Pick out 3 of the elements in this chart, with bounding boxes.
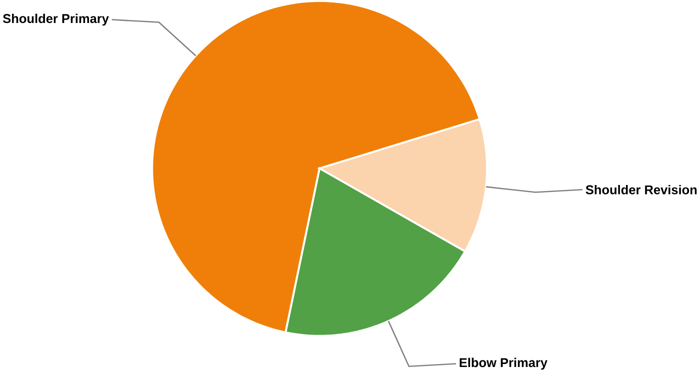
slice-label: Shoulder Primary [2,14,109,26]
slice-label: Elbow Primary [460,358,548,370]
slice-label: Shoulder Revision [586,184,697,194]
